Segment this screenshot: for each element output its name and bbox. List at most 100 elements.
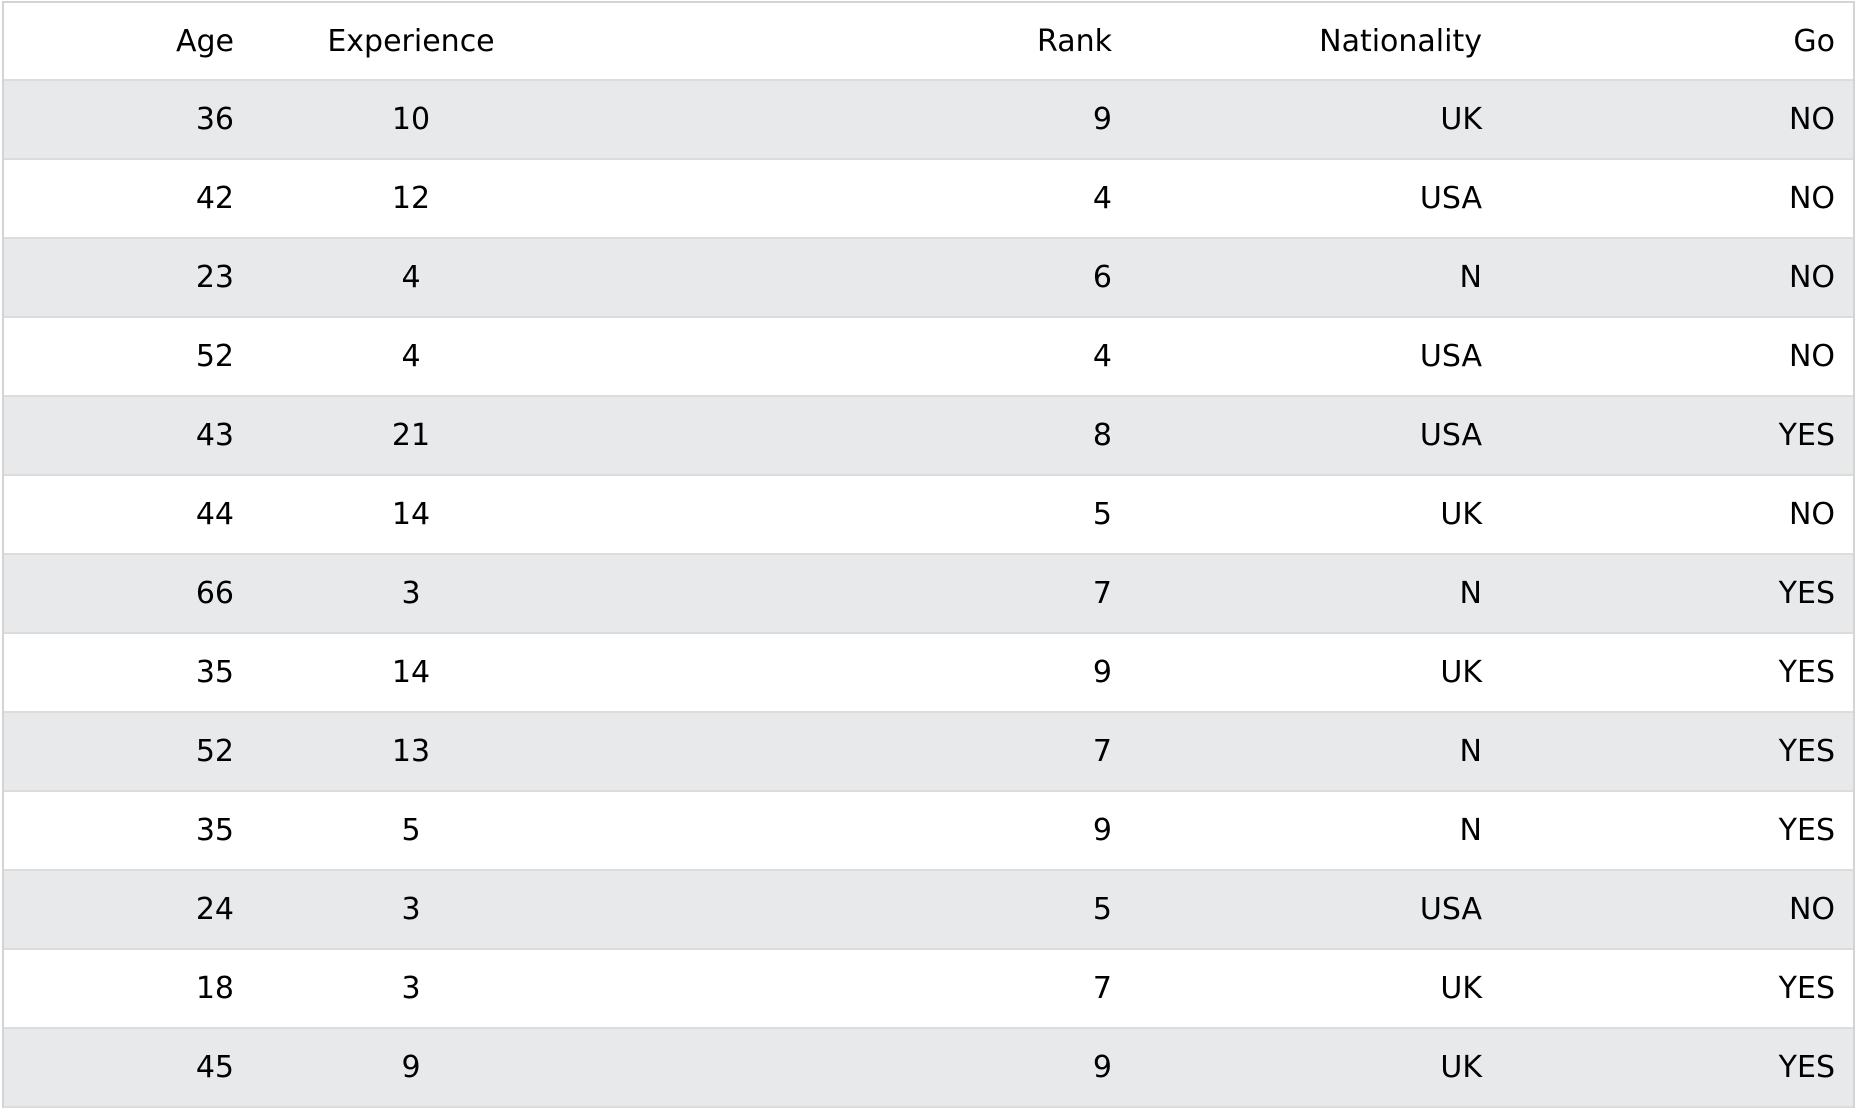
cell-rank: 5	[588, 475, 1112, 555]
cell-rank: 9	[588, 633, 1112, 713]
cell-nationality: UK	[1112, 80, 1482, 160]
cell-go: NO	[1482, 80, 1853, 160]
cell-value: 4	[1092, 181, 1112, 216]
cell-value: 14	[391, 655, 431, 690]
cell-nationality: USA	[1112, 317, 1482, 397]
cell-value: 66	[195, 576, 234, 611]
cell-experience: 3	[234, 554, 588, 634]
cell-value: 9	[401, 1050, 421, 1085]
cell-value: 13	[391, 734, 431, 769]
cell-value: 3	[401, 576, 421, 611]
column-header-label: Go	[1793, 23, 1835, 59]
cell-value: UK	[1440, 497, 1482, 532]
cell-value: 14	[391, 497, 431, 532]
cell-value: USA	[1419, 339, 1482, 374]
table-body: 36 10 9 UK NO 42 12 4 USA NO 23 4 6 N NO 52 4 4 USA NO 43 21 8…	[4, 80, 1853, 1108]
cell-value: 35	[195, 813, 234, 848]
cell-age: 45	[4, 1028, 234, 1108]
cell-rank: 9	[588, 80, 1112, 160]
data-table: Age Experience Rank Nationality Go 36 10 9…	[4, 3, 1853, 1108]
cell-experience: 12	[234, 159, 588, 239]
table-row[interactable]: 52 13 7 N YES	[4, 712, 1853, 792]
cell-value: USA	[1419, 892, 1482, 927]
cell-nationality: UK	[1112, 633, 1482, 713]
cell-value: NO	[1788, 181, 1835, 216]
cell-value: NO	[1788, 892, 1835, 927]
cell-experience: 13	[234, 712, 588, 792]
cell-nationality: N	[1112, 238, 1482, 318]
cell-value: 52	[195, 339, 234, 374]
cell-value: N	[1459, 813, 1482, 848]
cell-go: YES	[1482, 554, 1853, 634]
cell-rank: 9	[588, 1028, 1112, 1108]
cell-go: NO	[1482, 238, 1853, 318]
table-row[interactable]: 66 3 7 N YES	[4, 554, 1853, 634]
cell-experience: 10	[234, 80, 588, 160]
cell-value: 4	[401, 260, 421, 295]
cell-value: N	[1459, 734, 1482, 769]
cell-experience: 3	[234, 949, 588, 1029]
cell-age: 18	[4, 949, 234, 1029]
cell-nationality: USA	[1112, 396, 1482, 476]
cell-value: USA	[1419, 418, 1482, 453]
cell-value: 23	[195, 260, 234, 295]
table-row[interactable]: 24 3 5 USA NO	[4, 870, 1853, 950]
table-row[interactable]: 18 3 7 UK YES	[4, 949, 1853, 1029]
cell-value: 5	[1092, 497, 1112, 532]
cell-nationality: USA	[1112, 159, 1482, 239]
table-row[interactable]: 42 12 4 USA NO	[4, 159, 1853, 239]
cell-value: 24	[195, 892, 234, 927]
column-header-age[interactable]: Age	[4, 3, 234, 81]
cell-go: YES	[1482, 712, 1853, 792]
column-header-rank[interactable]: Rank	[588, 3, 1112, 81]
table-row[interactable]: 45 9 9 UK YES	[4, 1028, 1853, 1108]
cell-value: N	[1459, 576, 1482, 611]
cell-nationality: N	[1112, 554, 1482, 634]
column-header-go[interactable]: Go	[1482, 3, 1853, 81]
cell-nationality: N	[1112, 791, 1482, 871]
cell-value: YES	[1778, 1050, 1835, 1085]
cell-value: 18	[195, 971, 234, 1006]
cell-value: 44	[195, 497, 234, 532]
column-header-experience[interactable]: Experience	[234, 3, 588, 81]
column-header-nationality[interactable]: Nationality	[1112, 3, 1482, 81]
cell-age: 24	[4, 870, 234, 950]
cell-experience: 4	[234, 238, 588, 318]
cell-value: NO	[1788, 102, 1835, 137]
cell-rank: 6	[588, 238, 1112, 318]
table-row[interactable]: 23 4 6 N NO	[4, 238, 1853, 318]
table-row[interactable]: 35 5 9 N YES	[4, 791, 1853, 871]
column-header-label: Age	[175, 23, 234, 59]
cell-value: 52	[195, 734, 234, 769]
cell-age: 36	[4, 80, 234, 160]
cell-rank: 9	[588, 791, 1112, 871]
cell-go: YES	[1482, 949, 1853, 1029]
cell-value: NO	[1788, 339, 1835, 374]
cell-go: YES	[1482, 396, 1853, 476]
cell-go: YES	[1482, 791, 1853, 871]
cell-value: YES	[1778, 971, 1835, 1006]
table-row[interactable]: 44 14 5 UK NO	[4, 475, 1853, 555]
table-row[interactable]: 43 21 8 USA YES	[4, 396, 1853, 476]
cell-value: 4	[401, 339, 421, 374]
cell-value: USA	[1419, 181, 1482, 216]
column-header-label: Nationality	[1319, 23, 1482, 59]
cell-value: 8	[1092, 418, 1112, 453]
cell-value: 10	[391, 102, 431, 137]
cell-value: 3	[401, 892, 421, 927]
cell-nationality: UK	[1112, 1028, 1482, 1108]
cell-value: 35	[195, 655, 234, 690]
table-row[interactable]: 35 14 9 UK YES	[4, 633, 1853, 713]
table-row[interactable]: 36 10 9 UK NO	[4, 80, 1853, 160]
cell-value: 7	[1092, 734, 1112, 769]
cell-value: NO	[1788, 260, 1835, 295]
cell-age: 35	[4, 791, 234, 871]
cell-rank: 4	[588, 159, 1112, 239]
cell-value: YES	[1778, 734, 1835, 769]
cell-value: 7	[1092, 971, 1112, 1006]
cell-value: 12	[391, 181, 431, 216]
cell-value: NO	[1788, 497, 1835, 532]
table-row[interactable]: 52 4 4 USA NO	[4, 317, 1853, 397]
cell-age: 66	[4, 554, 234, 634]
